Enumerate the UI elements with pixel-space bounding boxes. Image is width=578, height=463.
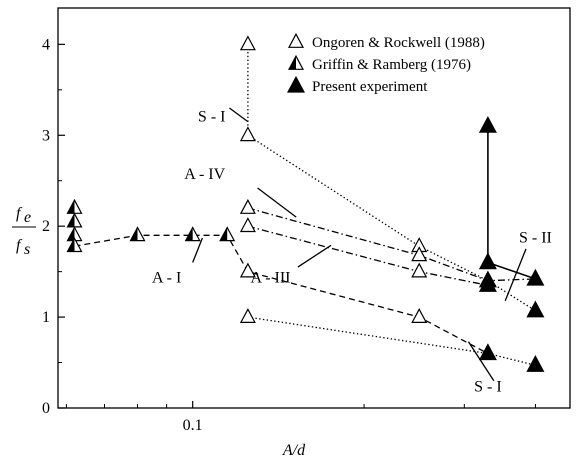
y-label-denominator: f xyxy=(16,237,23,254)
y-tick-label: 1 xyxy=(42,309,50,326)
marker-half-filled-triangle xyxy=(219,226,236,242)
marker-open-triangle xyxy=(239,198,256,214)
marker-half-filled-triangle xyxy=(66,198,83,214)
legend-item: Griffin & Ramberg (1976) xyxy=(287,54,471,73)
annotation-label: A - III xyxy=(251,270,291,287)
marker-half-filled-triangle xyxy=(129,226,146,242)
marker-open-triangle xyxy=(287,32,305,48)
legend: Ongoren & Rockwell (1988) Griffin & Rambe… xyxy=(286,32,485,95)
x-axis-label: A/d xyxy=(282,442,306,459)
marker-half-filled-triangle xyxy=(66,237,83,253)
marker-open-triangle xyxy=(239,262,256,278)
annotation-pointer xyxy=(297,244,332,268)
annotation-pointers xyxy=(192,107,527,382)
marker-filled-triangle xyxy=(478,275,497,292)
marker-open-triangle xyxy=(239,308,256,323)
annotation-pointer xyxy=(467,341,495,382)
annotation-labels: S - I A - IV A - I A - III S - II S - I xyxy=(152,109,552,396)
marker-filled-triangle xyxy=(478,252,497,270)
legend-label: Present experiment xyxy=(312,79,428,95)
marker-half-fill xyxy=(67,227,75,241)
connector-line-dotted xyxy=(247,316,536,366)
marker-half-fill xyxy=(220,227,228,241)
marker-open-triangle xyxy=(411,262,428,278)
annotation-pointer xyxy=(228,107,249,123)
marker-filled-triangle xyxy=(478,343,497,361)
marker-half-filled-triangle xyxy=(184,226,201,242)
marker-open-triangle xyxy=(239,126,256,142)
annotation-pointer xyxy=(504,248,527,301)
marker-filled-triangle xyxy=(286,75,306,93)
legend-label: Griffin & Ramberg (1976) xyxy=(312,57,471,73)
x-tick-label: 0.1 xyxy=(183,417,203,434)
y-label-denominator-sub: s xyxy=(24,241,30,258)
marker-half-fill xyxy=(130,227,138,241)
legend-label: Ongoren & Rockwell (1988) xyxy=(312,35,485,51)
marker-filled-triangle xyxy=(526,268,545,286)
marker-filled-triangle xyxy=(526,300,545,318)
plot-frame xyxy=(57,7,571,409)
marker-half-fill xyxy=(289,56,296,70)
marker-open-triangle xyxy=(239,217,256,233)
marker-open-triangle xyxy=(411,246,428,262)
annotation-pointer xyxy=(257,187,297,218)
annotation-label: S - I xyxy=(198,109,226,126)
data-markers xyxy=(66,35,545,372)
annotation-label: A - IV xyxy=(184,166,225,183)
y-label-numerator-sub: e xyxy=(24,209,31,226)
marker-open-triangle xyxy=(411,308,428,323)
annotation-label: A - I xyxy=(152,270,181,287)
marker-half-fill xyxy=(67,213,75,227)
marker-half-fill xyxy=(67,238,75,252)
marker-half-fill xyxy=(67,200,75,214)
annotation-pointer xyxy=(192,237,203,263)
connector-line-dotted xyxy=(247,134,536,312)
annotation-label: S - I xyxy=(474,379,502,396)
y-tick-label: 0 xyxy=(42,400,50,417)
legend-item: Ongoren & Rockwell (1988) xyxy=(287,32,485,51)
connector-line-solid xyxy=(487,261,536,280)
y-tick-label: 3 xyxy=(42,127,50,144)
connector-line-dashdot xyxy=(247,207,536,282)
marker-filled-triangle xyxy=(526,355,545,372)
marker-open-triangle xyxy=(239,35,256,51)
y-label-numerator: f xyxy=(16,205,23,222)
marker-filled-triangle xyxy=(478,116,497,133)
marker-half-filled-triangle xyxy=(66,212,83,228)
annotation-label: S - II xyxy=(519,230,552,247)
y-axis-label: f ef s xyxy=(12,205,36,258)
connector-line-dashed xyxy=(74,234,489,355)
marker-half-fill xyxy=(185,227,193,241)
y-tick-label: 2 xyxy=(42,218,50,235)
y-tick-label: 4 xyxy=(42,36,50,53)
legend-item: Present experiment xyxy=(286,75,428,95)
marker-half-filled-triangle xyxy=(287,54,305,70)
